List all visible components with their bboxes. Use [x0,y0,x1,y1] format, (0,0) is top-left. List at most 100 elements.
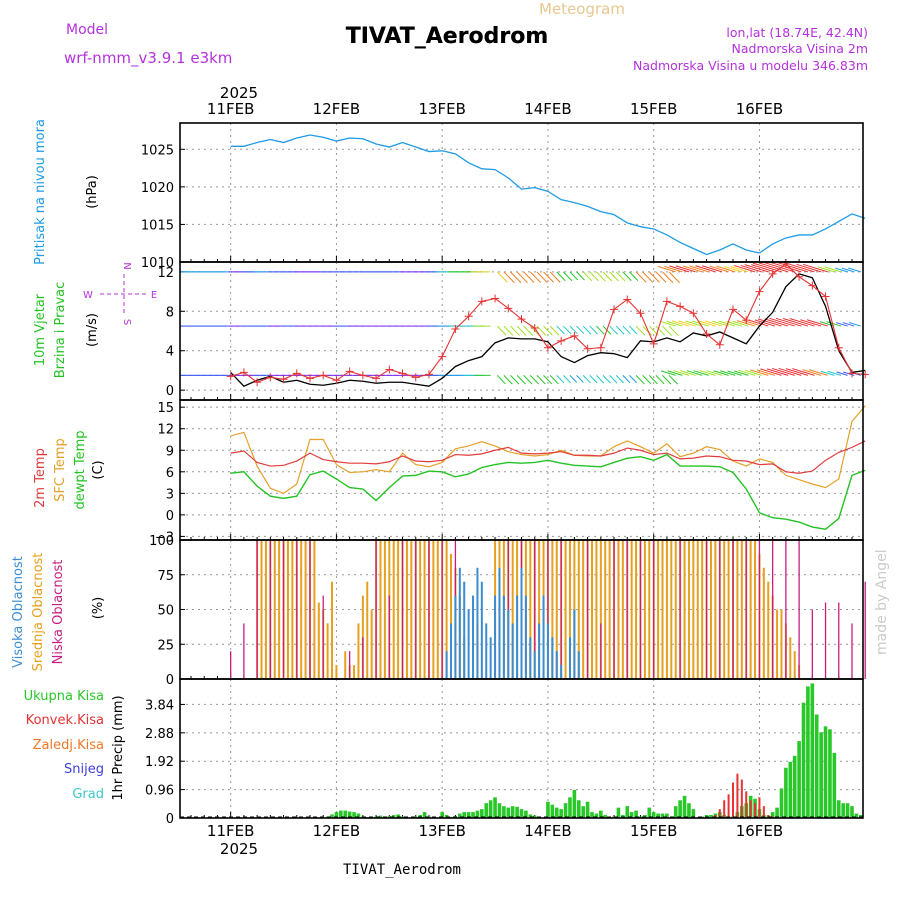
wind-arrow [754,319,776,327]
top-day-label: 13FEB [418,100,465,118]
pressure-unit: (hPa) [85,175,100,209]
precip-bar [779,788,784,818]
gust-marker [385,365,394,374]
wind-arrow [569,271,579,281]
cloud-high-bar [516,595,519,679]
cloud-mid-bar [776,609,779,679]
wind-arrow [668,271,680,284]
wind-arrow [660,370,676,376]
precip-bar [797,741,801,818]
wind-arrow [516,271,528,284]
wind-arrow [783,318,809,327]
cloud-mid-bar [392,540,395,679]
wind-arrow [582,375,591,384]
cloud-mid-bar [789,637,792,679]
wind-arrow [792,368,815,376]
bottom-day-label: 15FEB [630,822,677,840]
wind-arrow [704,320,723,327]
gust-marker [411,373,420,382]
cloud-low-bar [851,623,853,679]
legend-graupel: Grad [72,787,104,802]
cloud-low-bar [785,540,787,679]
temp2m-ylabel: 2m Temp [33,448,48,508]
model-name: wrf-nmm_v3.9.1 e3km [64,49,232,68]
cloud-mid-bar [670,540,673,679]
cloud_cover-ytick-label: 75 [157,569,174,584]
gust-marker [332,376,341,385]
cloud_cover-ytick-label: 25 [157,638,174,653]
cloud-mid-bar [370,609,373,679]
precip-bar [458,813,462,818]
pressure-line [230,134,866,256]
precip-bar [682,795,687,818]
precip-bar [788,761,793,818]
cloud-high-bar [520,567,523,679]
wind-arrow [529,271,542,284]
wind-arrow [802,369,822,376]
bottom-day-label: 12FEB [313,822,360,840]
cloud-low-bar [441,540,443,679]
cloud-mid-bar [551,540,554,679]
wind-arrow [615,325,625,335]
cloud-high-bar [476,567,479,679]
precip-bar [585,801,590,818]
wind-arrow [836,371,848,376]
cloud-low-bar [798,540,800,679]
wind-arrow [738,369,756,376]
precip-bar [480,809,484,818]
gust-marker [742,316,751,325]
wind-arrow [589,375,598,384]
cloud-mid-bar [577,540,580,679]
wind-arrow [622,271,632,281]
top-day-label: 12FEB [313,100,360,118]
cloud-mid-bar [643,540,646,679]
wind-arrow [503,325,514,336]
precip-convective-bars [714,773,774,818]
precip-bar [519,809,524,818]
wind-arrow [609,271,619,282]
wind-arrow [648,375,658,385]
gust-marker [491,294,500,303]
cloud-low-bar [824,602,827,679]
precip-bar [762,806,765,818]
precip-bar [754,803,757,818]
legend-convective-rain: Konvek.Kisa [26,713,104,728]
cloud-mid-bar [291,540,294,679]
cloud-mid-bar [608,540,611,679]
top-day-label: 16FEB [736,100,783,118]
wind-arrow [764,318,789,327]
gust-marker [821,292,830,301]
cloud-low-bar [309,540,311,679]
wind-arrow [724,265,742,273]
precip-bar [732,782,735,818]
temperature-ytick-label: 15 [157,401,174,416]
wind-arrow [582,271,593,282]
wind-arrow [819,321,835,327]
gust-marker [729,305,738,314]
cloud-low-bar [586,540,589,679]
cloud-mid-bar [591,540,594,679]
gust-marker [583,344,592,353]
wind-arrow [706,370,723,376]
cloud-high-bar [454,595,457,679]
cloud-high-bar [568,637,571,679]
cloud-mid-bar [511,540,514,679]
cloud-mid-bar [260,540,263,679]
wind-arrow [748,319,769,327]
panel-border [179,678,864,819]
cloud-mid-bar [405,540,408,679]
temp-unit: (C) [91,460,106,479]
cloud-low-bar [600,623,602,679]
wind-arrow [516,325,527,336]
wind-arrow [523,325,534,336]
wind-arrow [716,265,736,273]
cloud-mid-bar [555,540,558,679]
gust-marker [596,343,605,352]
wind-arrow [666,320,683,327]
pressure-ytick-label: 1010 [141,256,174,271]
cloud-high-bar [485,623,488,679]
cloud_cover-ytick-label: 100 [149,534,174,549]
wind-arrow [622,375,631,384]
cloud-high-bar [502,595,505,679]
cloud-low-bar [560,540,562,679]
